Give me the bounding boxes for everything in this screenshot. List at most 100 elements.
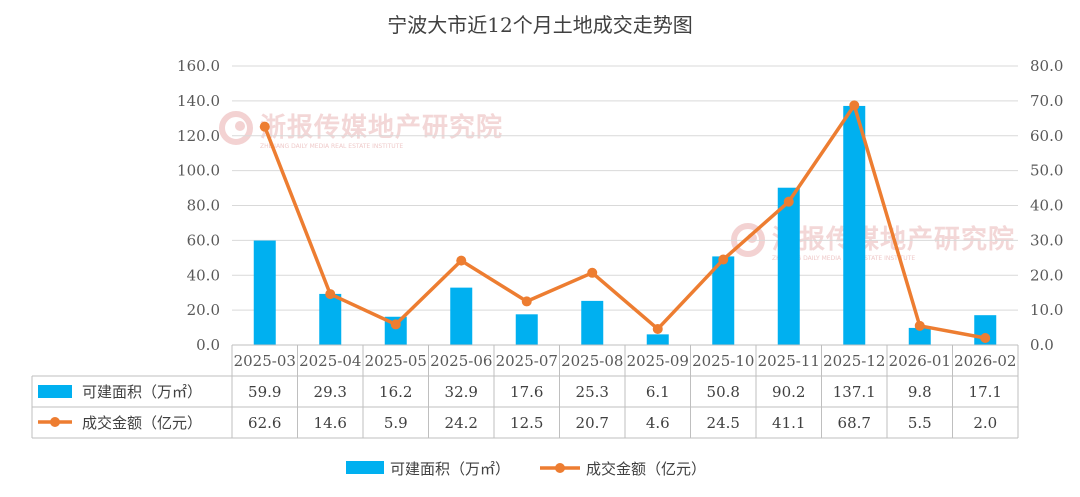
y-left-tick-label: 20.0 <box>187 301 220 319</box>
y-left-tick-label: 80.0 <box>187 197 220 215</box>
x-tick-label: 2025-05 <box>365 352 427 370</box>
series-line <box>263 103 986 340</box>
x-tick-label: 2026-01 <box>889 352 951 370</box>
bar <box>777 187 800 345</box>
x-tick-label: 2025-04 <box>299 352 361 370</box>
legend-label: 可建面积（万㎡） <box>390 460 510 478</box>
y-right-tick-label: 80.0 <box>1030 57 1063 75</box>
y-left-tick-label: 140.0 <box>177 92 220 110</box>
table-row-label: 可建面积（万㎡） <box>82 383 202 401</box>
table-cell-area: 50.8 <box>707 383 740 401</box>
y-right-tick-label: 70.0 <box>1030 92 1063 110</box>
y-right-tick-label: 30.0 <box>1030 231 1063 249</box>
y-left-tick-label: 120.0 <box>177 127 220 145</box>
y-left-tick-label: 0.0 <box>196 336 220 354</box>
y-right-tick-label: 60.0 <box>1030 127 1063 145</box>
table-cell-amount: 24.5 <box>707 414 740 432</box>
table-cell-amount: 68.7 <box>838 414 871 432</box>
legend-key-marker <box>555 463 565 473</box>
table-row-label: 成交金额（亿元） <box>82 414 202 432</box>
y-right-tick-label: 20.0 <box>1030 266 1063 284</box>
line-point <box>587 267 598 278</box>
data-table: 2025-03 59.9 62.6 2025-04 29.3 14.6 2025-05 16.… <box>31 344 1019 439</box>
table-cell-amount: 4.6 <box>646 414 670 432</box>
line-point <box>980 333 991 344</box>
legend: 可建面积（万㎡） 成交金额（亿元） <box>346 460 706 478</box>
line-point <box>652 323 663 334</box>
line-point <box>456 255 467 266</box>
x-tick-label: 2025-12 <box>823 352 885 370</box>
table-cell-area: 90.2 <box>772 383 805 401</box>
line-point <box>914 320 925 331</box>
bar <box>450 287 473 345</box>
table-cell-area: 6.1 <box>646 383 670 401</box>
bar <box>843 105 866 345</box>
table-cell-area: 17.1 <box>969 383 1002 401</box>
line-point <box>325 289 336 300</box>
table-cell-amount: 24.2 <box>445 414 478 432</box>
y-axis-left: 0.0 20.0 40.0 60.0 80.0 100.0 120.0 140.0 160.0 <box>177 57 220 354</box>
x-tick-label: 2025-10 <box>692 352 754 370</box>
bar <box>319 293 342 345</box>
table-cell-area: 29.3 <box>314 383 347 401</box>
y-left-tick-label: 100.0 <box>177 162 220 180</box>
watermark-subtext: ZHEJIANG DAILY MEDIA REAL ESTATE INSTITU… <box>260 143 403 150</box>
legend-label: 成交金额（亿元） <box>586 460 706 478</box>
x-tick-label: 2025-08 <box>561 352 623 370</box>
x-tick-label: 2025-11 <box>758 352 820 370</box>
watermark-logo-icon <box>219 111 253 145</box>
table-cell-area: 9.8 <box>908 383 932 401</box>
x-tick-label: 2025-07 <box>496 352 558 370</box>
y-left-tick-label: 60.0 <box>187 231 220 249</box>
bar <box>712 256 735 345</box>
legend-key-bar <box>346 461 384 474</box>
y-right-tick-label: 0.0 <box>1030 336 1054 354</box>
watermark-text: 浙报传媒地产研究院 <box>260 112 503 143</box>
table-cell-area: 25.3 <box>576 383 609 401</box>
table-cell-amount: 14.6 <box>314 414 347 432</box>
table-cell-amount: 5.9 <box>384 414 408 432</box>
table-cell-amount: 5.5 <box>908 414 932 432</box>
line-point <box>849 100 860 111</box>
line-point <box>521 296 532 307</box>
table-cell-amount: 41.1 <box>772 414 805 432</box>
bar <box>646 334 669 345</box>
y-left-tick-label: 40.0 <box>187 266 220 284</box>
bar-series <box>253 105 997 345</box>
x-tick-label: 2025-06 <box>430 352 492 370</box>
y-left-tick-label: 160.0 <box>177 57 220 75</box>
table-key-marker <box>50 417 60 427</box>
y-right-tick-label: 10.0 <box>1030 301 1063 319</box>
bar <box>384 316 407 345</box>
table-cell-area: 59.9 <box>248 383 281 401</box>
table-key-bar <box>38 385 72 398</box>
x-tick-label: 2026-02 <box>954 352 1016 370</box>
line-series <box>259 100 991 344</box>
table-cell-amount: 62.6 <box>248 414 281 432</box>
y-right-tick-label: 40.0 <box>1030 197 1063 215</box>
table-cell-area: 32.9 <box>445 383 478 401</box>
chart-title: 宁波大市近12个月土地成交走势图 <box>387 13 692 37</box>
table-cell-amount: 2.0 <box>973 414 997 432</box>
watermark-logo-dot <box>235 121 245 131</box>
x-tick-label: 2025-03 <box>234 352 296 370</box>
y-right-tick-label: 50.0 <box>1030 162 1063 180</box>
y-axis-right: 0.0 10.0 20.0 30.0 40.0 50.0 60.0 70.0 80.0 <box>1030 57 1063 354</box>
table-cell-area: 17.6 <box>510 383 543 401</box>
line-point <box>390 319 401 330</box>
line-point <box>718 254 729 265</box>
bar <box>908 327 931 345</box>
line-point <box>259 121 270 132</box>
bar <box>515 314 538 345</box>
table-cell-amount: 20.7 <box>576 414 609 432</box>
x-tick-label: 2025-09 <box>627 352 689 370</box>
bar <box>253 240 276 345</box>
table-cell-area: 16.2 <box>379 383 412 401</box>
table-cell-area: 137.1 <box>833 383 876 401</box>
table-cell-amount: 12.5 <box>510 414 543 432</box>
line-point <box>783 196 794 207</box>
